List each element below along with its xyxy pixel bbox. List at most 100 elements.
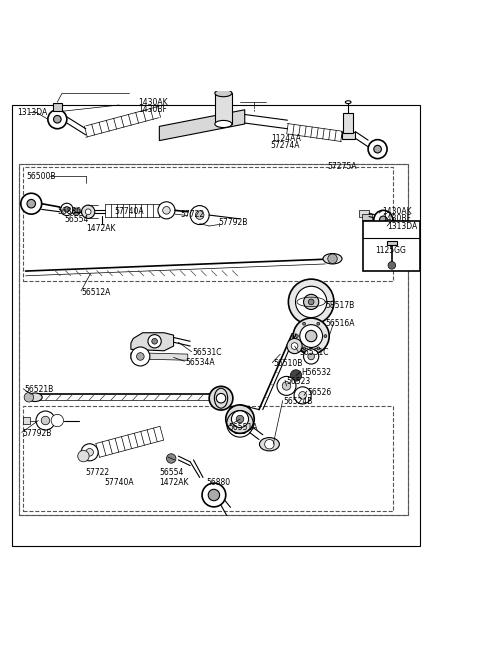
Circle shape bbox=[27, 199, 36, 208]
Bar bbox=[362, 214, 372, 220]
Text: 1430AK: 1430AK bbox=[383, 207, 412, 216]
Text: 1430BF: 1430BF bbox=[383, 215, 411, 224]
Bar bbox=[23, 417, 30, 424]
Polygon shape bbox=[159, 110, 245, 140]
Polygon shape bbox=[131, 333, 174, 351]
Text: 57722: 57722 bbox=[180, 210, 205, 218]
Circle shape bbox=[163, 207, 170, 214]
Circle shape bbox=[302, 322, 305, 325]
Circle shape bbox=[21, 194, 42, 214]
Circle shape bbox=[302, 347, 305, 350]
Circle shape bbox=[72, 208, 80, 216]
Circle shape bbox=[48, 110, 67, 129]
Circle shape bbox=[82, 205, 95, 218]
Text: 1124AA: 1124AA bbox=[271, 134, 300, 143]
Circle shape bbox=[374, 146, 382, 153]
Text: 56551A: 56551A bbox=[228, 423, 258, 432]
Circle shape bbox=[303, 295, 319, 310]
Circle shape bbox=[202, 483, 226, 507]
Bar bbox=[12, 105, 420, 546]
Circle shape bbox=[64, 207, 70, 213]
Circle shape bbox=[36, 411, 55, 430]
Circle shape bbox=[131, 347, 150, 366]
Circle shape bbox=[86, 449, 94, 456]
Circle shape bbox=[78, 451, 89, 462]
Bar bbox=[23, 167, 393, 281]
Text: 1313DA: 1313DA bbox=[17, 108, 47, 117]
Polygon shape bbox=[131, 353, 188, 360]
Bar bbox=[343, 113, 353, 133]
Text: 56880: 56880 bbox=[57, 207, 82, 216]
Circle shape bbox=[231, 411, 249, 428]
Text: 56521B: 56521B bbox=[24, 385, 53, 394]
Circle shape bbox=[209, 386, 233, 410]
Circle shape bbox=[296, 286, 327, 318]
Text: 57792B: 57792B bbox=[23, 429, 52, 438]
Circle shape bbox=[294, 387, 311, 404]
Circle shape bbox=[303, 349, 319, 364]
Ellipse shape bbox=[345, 101, 351, 104]
Circle shape bbox=[167, 454, 176, 463]
Circle shape bbox=[290, 370, 301, 381]
Circle shape bbox=[324, 335, 327, 337]
Circle shape bbox=[317, 322, 320, 325]
Text: 56531C: 56531C bbox=[192, 348, 222, 357]
Bar bbox=[215, 93, 232, 124]
Circle shape bbox=[299, 392, 306, 399]
Text: 57740A: 57740A bbox=[105, 478, 134, 487]
Text: 56534A: 56534A bbox=[185, 358, 215, 367]
Ellipse shape bbox=[260, 438, 279, 451]
Text: 57275A: 57275A bbox=[328, 162, 357, 171]
Circle shape bbox=[60, 203, 73, 216]
Circle shape bbox=[137, 353, 144, 360]
Bar bbox=[19, 164, 408, 516]
Bar bbox=[23, 406, 393, 510]
Circle shape bbox=[41, 417, 50, 425]
Polygon shape bbox=[228, 406, 252, 434]
Bar bbox=[53, 103, 62, 111]
Text: 56526: 56526 bbox=[308, 388, 332, 396]
Circle shape bbox=[308, 299, 314, 305]
Bar bbox=[363, 221, 420, 271]
Circle shape bbox=[236, 415, 244, 423]
Circle shape bbox=[216, 394, 226, 403]
Circle shape bbox=[300, 325, 323, 348]
Circle shape bbox=[264, 440, 274, 449]
Circle shape bbox=[81, 443, 98, 461]
Circle shape bbox=[24, 392, 34, 402]
Text: 56512A: 56512A bbox=[81, 288, 110, 297]
Text: 1313DA: 1313DA bbox=[387, 222, 417, 232]
Circle shape bbox=[308, 353, 314, 359]
Text: 1472AK: 1472AK bbox=[159, 478, 189, 487]
Text: 56524B: 56524B bbox=[284, 397, 313, 406]
Circle shape bbox=[51, 415, 63, 426]
Circle shape bbox=[158, 202, 175, 219]
Text: 1125GG: 1125GG bbox=[375, 246, 406, 255]
Ellipse shape bbox=[323, 253, 342, 264]
Text: 56880: 56880 bbox=[207, 478, 231, 487]
Circle shape bbox=[291, 342, 298, 350]
Text: 1430BF: 1430BF bbox=[138, 105, 167, 114]
Text: 56500B: 56500B bbox=[26, 172, 56, 180]
Text: 1430AK: 1430AK bbox=[138, 98, 168, 107]
Text: 58517B: 58517B bbox=[325, 300, 355, 310]
Text: 57740A: 57740A bbox=[114, 207, 144, 216]
Circle shape bbox=[208, 489, 219, 501]
Text: 56551C: 56551C bbox=[300, 348, 329, 357]
Text: 56554: 56554 bbox=[64, 215, 89, 224]
Ellipse shape bbox=[215, 90, 232, 96]
Circle shape bbox=[85, 209, 91, 215]
Ellipse shape bbox=[28, 393, 42, 401]
Circle shape bbox=[374, 211, 393, 230]
Circle shape bbox=[148, 335, 161, 348]
Ellipse shape bbox=[220, 68, 226, 71]
Circle shape bbox=[277, 377, 296, 396]
Circle shape bbox=[287, 338, 302, 354]
Ellipse shape bbox=[215, 121, 232, 127]
Circle shape bbox=[226, 405, 254, 434]
Bar bbox=[387, 241, 396, 245]
Circle shape bbox=[54, 115, 61, 123]
Circle shape bbox=[152, 338, 157, 344]
Text: 57722: 57722 bbox=[86, 468, 110, 477]
Circle shape bbox=[368, 140, 387, 159]
